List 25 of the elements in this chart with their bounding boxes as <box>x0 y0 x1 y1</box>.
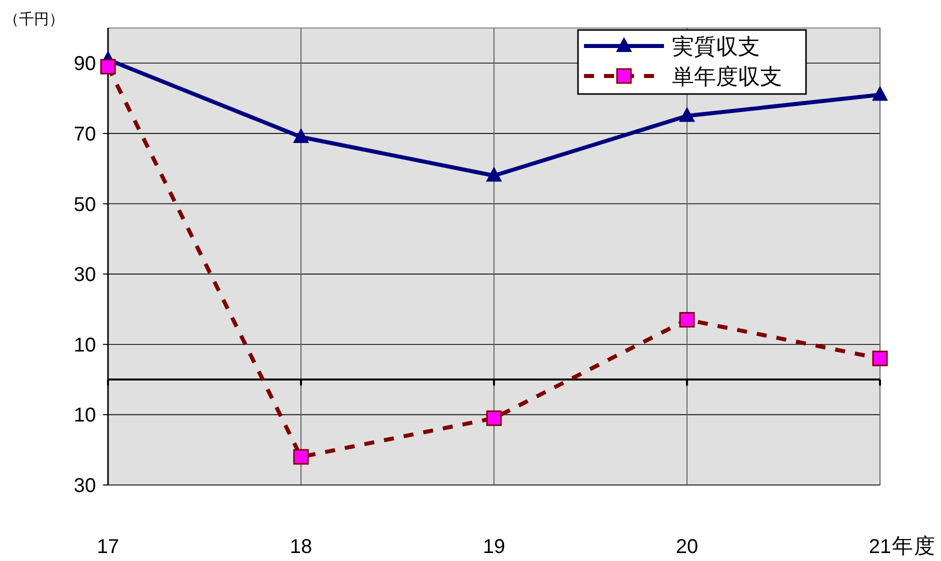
y-axis-title: （千円） <box>4 11 64 28</box>
point <box>872 86 888 101</box>
x-tick-label: 19 <box>482 536 506 558</box>
x-tick-label: 18 <box>290 536 312 558</box>
point <box>872 350 888 366</box>
y-tick-label: 30 <box>74 264 96 286</box>
point <box>486 166 502 182</box>
x-tick-label: 21 <box>868 536 892 558</box>
legend-label: 単年度収支 <box>672 64 782 89</box>
legend-label: 実質収支 <box>672 34 760 59</box>
y-tick-label: 10 <box>74 404 96 427</box>
point <box>293 128 309 143</box>
y-tick-label: 30 <box>74 475 96 497</box>
y-tick-label: 70 <box>74 123 96 146</box>
x-tick-label: 20 <box>676 536 698 558</box>
point <box>100 58 116 74</box>
y-tick-label: 10 <box>74 334 96 356</box>
point <box>486 410 502 426</box>
point <box>679 312 695 328</box>
point <box>293 449 309 465</box>
x-tick-label: 17 <box>96 536 120 558</box>
x-axis-title: 年度 <box>892 535 936 558</box>
y-tick-label: 50 <box>74 194 96 216</box>
point <box>679 106 695 122</box>
y-tick-label: 90 <box>74 53 96 76</box>
